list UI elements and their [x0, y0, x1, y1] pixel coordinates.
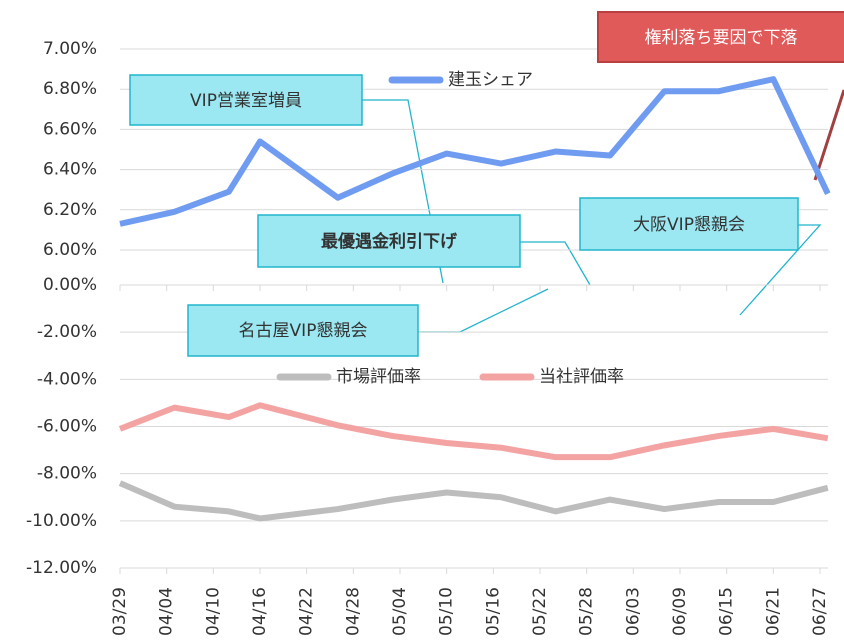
x-tick-label: 05/04 [390, 587, 410, 636]
leader-line [813, 89, 844, 181]
annotation: 名古屋VIP懇親会 [239, 321, 368, 341]
x-tick-label: 05/22 [530, 587, 550, 636]
x-tick-label: 05/16 [483, 587, 503, 636]
y-tick-label: -10.00% [26, 511, 97, 531]
y-tick-label: 6.60% [43, 119, 97, 139]
annotation-box [257, 214, 521, 268]
annotations: VIP営業室増員 最優遇金利引下げ 大阪VIP懇親会 名古屋VIP懇親会 権利落… [129, 11, 844, 357]
y-tick-label: -12.00% [26, 558, 97, 578]
x-tick-label: 06/15 [717, 587, 737, 636]
x-tick-label: 06/27 [810, 587, 830, 636]
y-tick-label: 0.00% [43, 275, 97, 295]
x-tick-label: 03/29 [110, 587, 130, 636]
y-tick-label: -6.00% [37, 417, 97, 437]
annotation-box [187, 304, 419, 357]
y-tick-label: -2.00% [37, 322, 97, 342]
annotation: 最優遇金利引下げ [321, 231, 458, 252]
y-tick-label: 6.40% [43, 160, 97, 180]
x-tick-label: 04/22 [297, 587, 317, 636]
annotation: 大阪VIP懇親会 [633, 215, 745, 235]
series-line [118, 402, 829, 461]
legend-label: 建玉シェア [448, 70, 533, 90]
legend-label: 当社評価率 [539, 367, 624, 387]
y-tick-label: 6.80% [43, 79, 97, 99]
y-tick-label: -8.00% [37, 464, 97, 484]
plot-area: 6.00% 6.20% 6.40% 6.60% 6.80% 7.00% 0.00% -2.00… [26, 39, 831, 636]
series-line [118, 480, 829, 522]
y-tick-label: 6.20% [43, 200, 97, 220]
annotation-box [579, 197, 799, 251]
y-tick-label: 7.00% [43, 39, 97, 59]
y-tick-label: 6.00% [43, 240, 97, 260]
annotation-box [129, 74, 363, 126]
leader-line [418, 288, 549, 333]
annotation: VIP営業室増員 [190, 91, 302, 111]
x-tick-label: 05/10 [437, 587, 457, 636]
x-tick-label: 06/03 [623, 587, 643, 636]
x-tick-label: 04/16 [250, 587, 270, 636]
annotation-box [597, 11, 844, 63]
x-tick-label: 04/10 [203, 587, 223, 636]
y-tick-label: -4.00% [37, 369, 97, 389]
legend-label: 市場評価率 [336, 367, 421, 387]
leader-line [520, 241, 591, 286]
x-tick-label: 04/28 [343, 587, 363, 636]
x-tick-label: 06/21 [763, 587, 783, 636]
annotation: 権利落ち要因で下落 [645, 28, 798, 48]
series-line [119, 76, 831, 227]
x-tick-label: 04/04 [157, 587, 177, 636]
x-tick-label: 06/09 [670, 587, 690, 636]
x-tick-label: 05/28 [577, 587, 597, 636]
